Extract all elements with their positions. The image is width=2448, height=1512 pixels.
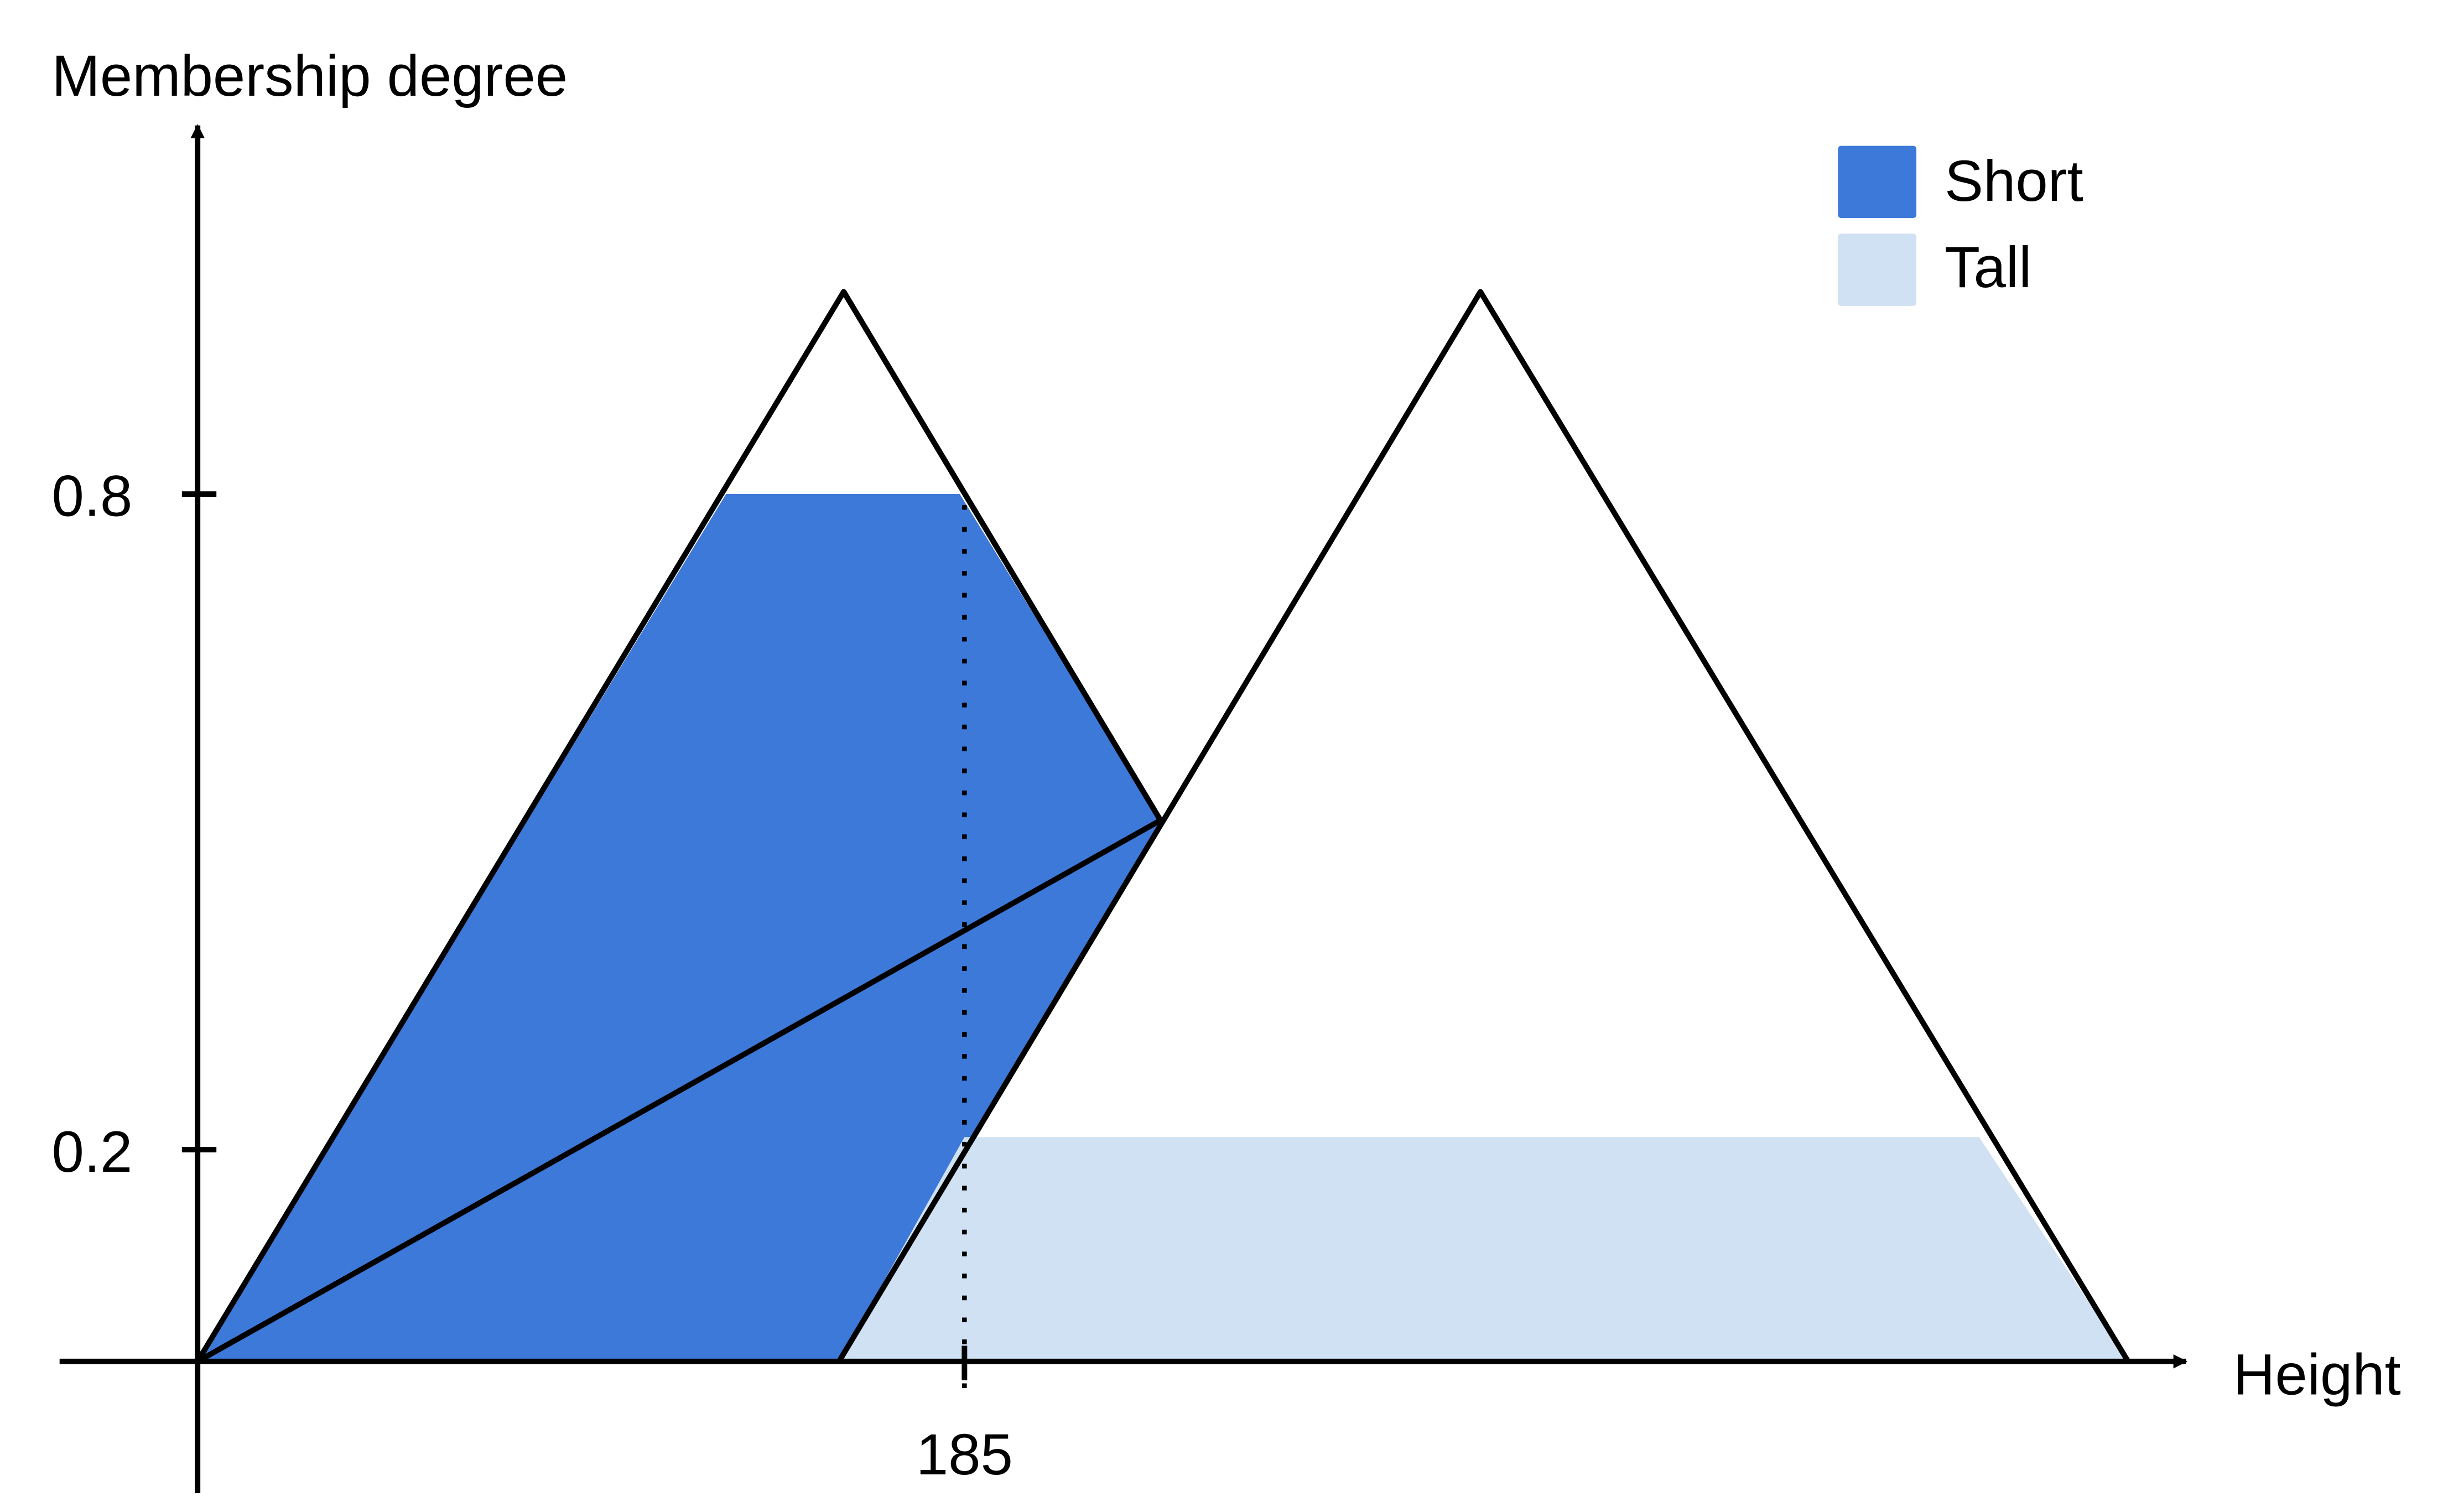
short-fill-region <box>197 494 1161 1362</box>
tall-triangle <box>836 289 2130 1363</box>
legend-swatch-tall <box>1838 233 1917 306</box>
y-tick-label-0.8: 0.8 <box>52 464 133 529</box>
x-tick-label-185: 185 <box>916 1422 1013 1487</box>
y-tick-label-0.2: 0.2 <box>52 1120 133 1184</box>
y-axis-label: Membership degree <box>52 44 568 108</box>
x-axis-label: Height <box>2233 1342 2401 1407</box>
short-triangle-right-edge <box>841 290 1163 822</box>
tall-fill-region <box>839 1137 2128 1362</box>
legend-swatch-short <box>1838 146 1917 219</box>
legend-label-tall: Tall <box>1945 235 2031 300</box>
legend-label-short: Short <box>1945 149 2083 214</box>
legend: Short Tall <box>1838 146 2083 306</box>
